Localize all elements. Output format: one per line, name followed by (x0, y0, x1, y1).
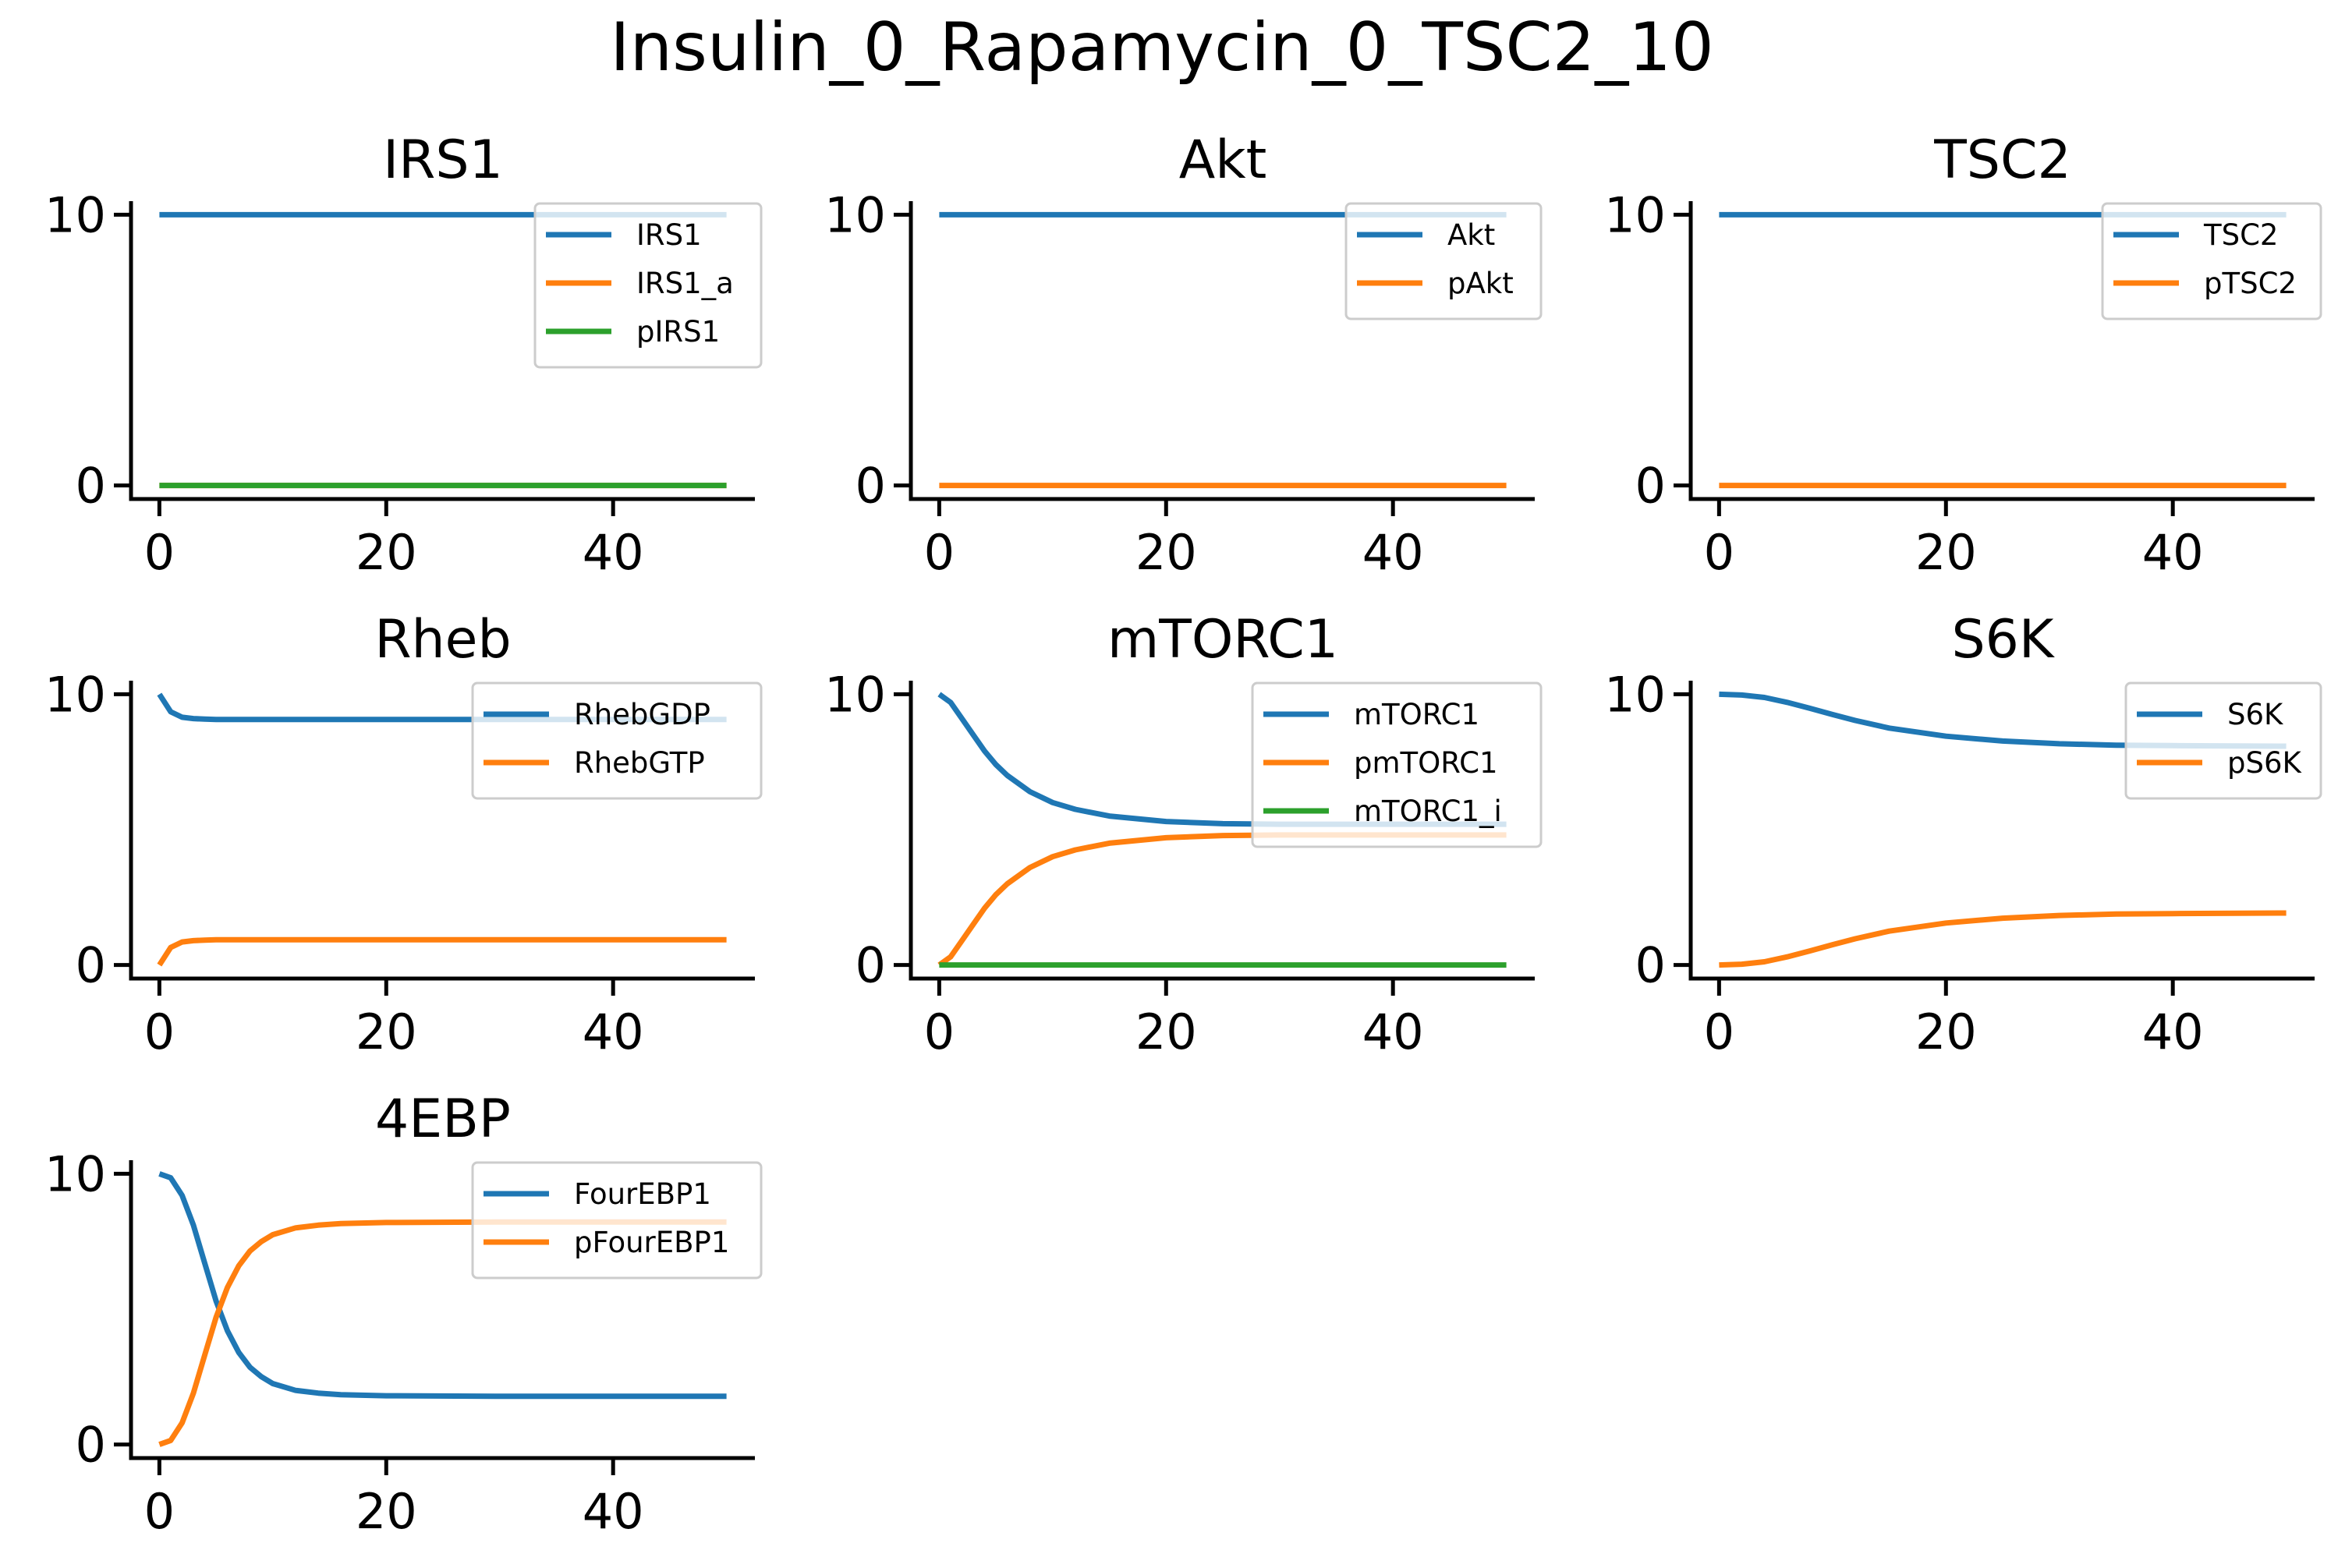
legend: RhebGDP RhebGTP (471, 681, 763, 800)
legend-label: RhebGDP (574, 698, 710, 731)
x-tick-label: 0 (924, 1003, 955, 1060)
y-tick-label: 10 (824, 186, 886, 243)
y-tick-label: 0 (76, 937, 106, 994)
x-tick-label: 0 (144, 1483, 175, 1540)
x-tick-label: 0 (144, 1003, 175, 1060)
legend-label: IRS1 (636, 218, 702, 252)
subplot-title: Rheb (374, 609, 511, 671)
subplot-irs1: IRS1 0 20 40 0 10 IRS1 IRS1_a pIRS1 (44, 129, 763, 581)
legend-label: pS6K (2227, 746, 2303, 780)
legend-label: pAkt (1447, 267, 1514, 300)
figure-title: Insulin_0_Rapamycin_0_TSC2_10 (610, 9, 1713, 87)
x-tick-label: 0 (1704, 1003, 1734, 1060)
legend: mTORC1 pmTORC1 mTORC1_i (1251, 681, 1543, 848)
y-tick-label: 10 (824, 666, 886, 723)
series-line-pmtorc1 (937, 832, 1507, 968)
y-tick-label: 10 (44, 1145, 106, 1202)
x-tick-label: 40 (583, 1483, 644, 1540)
y-tick-label: 0 (76, 458, 106, 515)
subplot-title: 4EBP (375, 1088, 511, 1150)
subplot-title: mTORC1 (1107, 609, 1338, 671)
y-tick-label: 10 (44, 186, 106, 243)
legend-box (1251, 681, 1543, 848)
subplot-tsc2: TSC2 0 20 40 0 10 TSC2 pTSC2 (1604, 129, 2322, 581)
x-tick-label: 40 (2142, 524, 2204, 581)
legend-label: TSC2 (2203, 218, 2278, 252)
subplot-title: TSC2 (1933, 129, 2071, 191)
series-line-s6k (1719, 691, 2287, 749)
subplot-title: S6K (1951, 609, 2055, 671)
legend-label: S6K (2227, 698, 2284, 731)
legend: Akt pAkt (1344, 202, 1543, 320)
x-tick-label: 20 (1915, 524, 1977, 581)
x-tick-label: 20 (356, 1003, 417, 1060)
y-tick-label: 0 (1635, 458, 1666, 515)
subplot-akt: Akt 0 20 40 0 10 Akt pAkt (824, 129, 1543, 581)
y-tick-label: 0 (76, 1417, 106, 1474)
legend-label: pFourEBP1 (574, 1226, 729, 1259)
legend: FourEBP1 pFourEBP1 (471, 1161, 763, 1280)
legend: S6K pS6K (2124, 681, 2322, 800)
legend-label: RhebGTP (574, 746, 705, 780)
x-tick-label: 20 (1915, 1003, 1977, 1060)
legend-label: IRS1_a (636, 267, 734, 300)
legend: IRS1 IRS1_a pIRS1 (533, 202, 763, 369)
y-tick-label: 10 (1604, 186, 1666, 243)
x-tick-label: 20 (356, 524, 417, 581)
legend-label: pIRS1 (636, 315, 720, 349)
legend: TSC2 pTSC2 (2101, 202, 2322, 320)
x-tick-label: 0 (144, 524, 175, 581)
x-tick-label: 40 (1362, 1003, 1424, 1060)
legend-label: FourEBP1 (574, 1177, 711, 1211)
series-line-ps6k (1719, 910, 2287, 968)
legend-label: pTSC2 (2204, 267, 2297, 300)
subplot-title: Akt (1179, 129, 1267, 191)
x-tick-label: 20 (1135, 1003, 1197, 1060)
legend-label: Akt (1447, 218, 1495, 252)
legend-box (533, 202, 763, 369)
subplot-mtorc1: mTORC1 0 20 40 0 10 mTORC1 pmTORC1 mTORC1_i (824, 609, 1543, 1060)
x-tick-label: 40 (1362, 524, 1424, 581)
x-tick-label: 40 (583, 1003, 644, 1060)
x-tick-label: 20 (356, 1483, 417, 1540)
subplot-s6k: S6K 0 20 40 0 10 S6K pS6K (1604, 609, 2322, 1060)
series-line-mtorc1 (937, 692, 1507, 827)
series-line-pfourebp1 (158, 1219, 727, 1447)
legend-label: pmTORC1 (1354, 746, 1498, 780)
legend-box (1344, 202, 1543, 320)
y-tick-label: 10 (44, 666, 106, 723)
y-tick-label: 10 (1604, 666, 1666, 723)
subplot-rheb: Rheb 0 20 40 0 10 RhebGDP RhebGTP (44, 609, 763, 1060)
x-tick-label: 0 (1704, 524, 1734, 581)
legend-label: mTORC1_i (1354, 795, 1502, 828)
subplot-title: IRS1 (383, 129, 503, 191)
y-tick-label: 0 (855, 937, 886, 994)
x-tick-label: 40 (583, 524, 644, 581)
y-tick-label: 0 (1635, 937, 1666, 994)
y-tick-label: 0 (855, 458, 886, 515)
x-tick-label: 0 (924, 524, 955, 581)
x-tick-label: 20 (1135, 524, 1197, 581)
subplot-4ebp: 4EBP 0 20 40 0 10 FourEBP1 pFourEBP1 (44, 1088, 763, 1540)
series-line-fourebp1 (158, 1171, 727, 1400)
legend-label: mTORC1 (1354, 698, 1479, 731)
legend-box (2124, 681, 2322, 800)
series-line-rhebgtp (157, 936, 727, 967)
x-tick-label: 40 (2142, 1003, 2204, 1060)
